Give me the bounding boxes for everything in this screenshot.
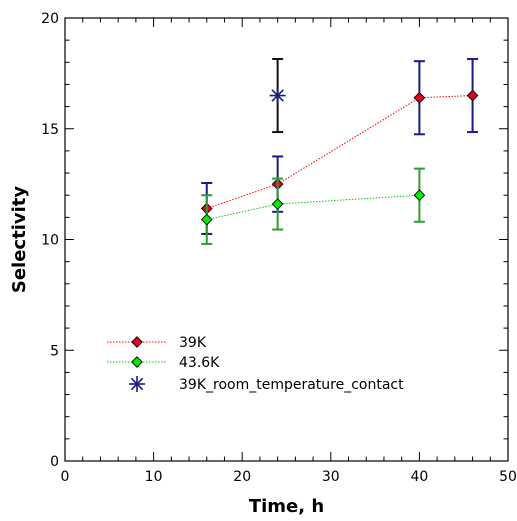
series-43-6k: [200, 167, 426, 245]
x-tick-label: 0: [61, 469, 70, 485]
series-39k: [200, 57, 479, 235]
y-tick-label: 15: [41, 122, 59, 138]
x-axis-title: Time, h: [249, 496, 324, 516]
asterisk-stroke: [271, 89, 284, 102]
x-tick-label: 10: [145, 469, 163, 485]
series-39k-room-temperature-contact: [269, 57, 286, 134]
data-point: [271, 198, 284, 210]
y-axis-title: Selectivity: [9, 186, 30, 294]
y-tick-label: 20: [41, 11, 59, 27]
legend-marker: [131, 356, 143, 368]
legend-marker: [131, 336, 143, 348]
plot-frame: [64, 17, 509, 462]
data-point: [466, 89, 479, 102]
x-tick-label: 40: [410, 469, 428, 485]
x-tick-label: 20: [233, 469, 251, 485]
y-tick-label: 10: [41, 233, 59, 249]
legend-label: 43.6K: [179, 355, 220, 371]
legend: 39K 43.6K 39K_room_temperature_contact: [107, 335, 404, 393]
legend-label: 39K_room_temperature_contact: [179, 377, 404, 393]
x-tick-label: 30: [322, 469, 340, 485]
legend-label: 39K: [179, 335, 207, 351]
y-tick-label: 0: [50, 454, 59, 470]
series-layer: [200, 57, 479, 245]
data-point: [200, 213, 213, 226]
asterisk-stroke: [130, 377, 144, 391]
data-point: [413, 189, 426, 202]
legend-marker: [129, 376, 145, 392]
series-line-43-6k: [206, 194, 420, 221]
series-line-39k: [206, 95, 473, 209]
legend-item-39k-room-temperature-contact: 39K_room_temperature_contact: [129, 376, 404, 393]
y-tick-labels: 0 5 10 15 20: [41, 11, 59, 470]
y-tick-label: 5: [50, 343, 59, 359]
x-tick-label: 50: [499, 469, 517, 485]
legend-item-39k: 39K: [107, 335, 207, 351]
data-point: [269, 87, 286, 104]
data-point: [413, 91, 426, 104]
x-tick-labels: 0 10 20 30 40 50: [61, 469, 517, 485]
legend-item-43-6k: 43.6K: [107, 355, 220, 371]
axis-ticks: [64, 17, 509, 462]
